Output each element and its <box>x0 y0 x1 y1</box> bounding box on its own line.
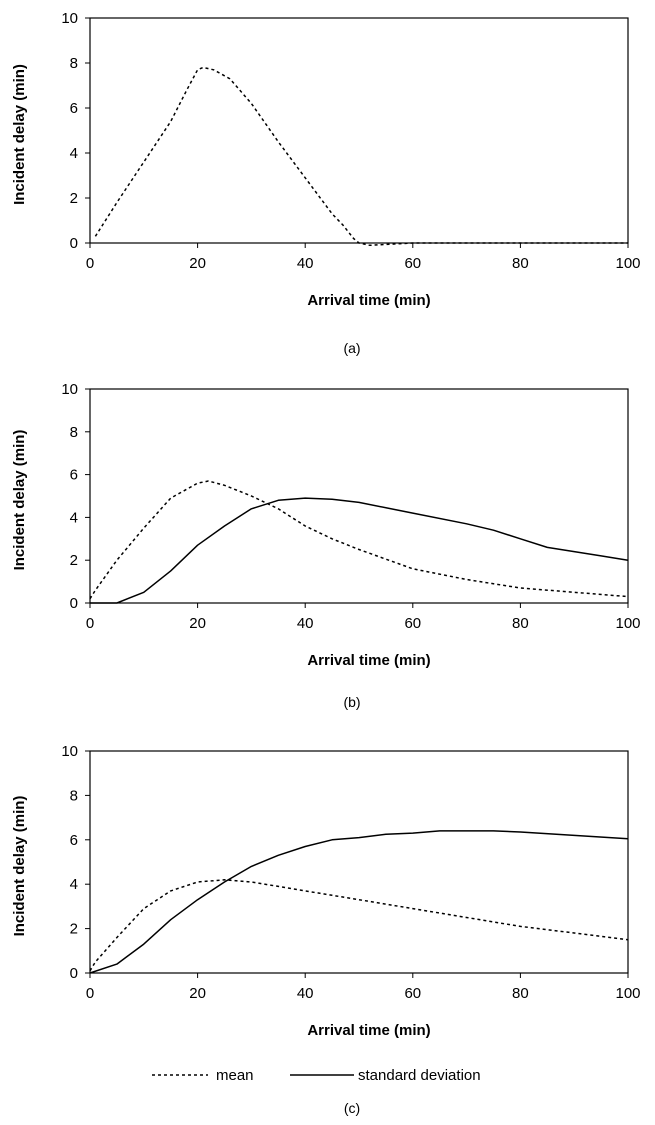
x-axis-label: Arrival time (min) <box>307 292 430 309</box>
panel-caption: (c) <box>344 1100 360 1116</box>
y-tick-label: 0 <box>70 595 78 612</box>
plot-frame <box>89 388 629 604</box>
x-tick-label: 20 <box>189 615 206 632</box>
y-tick-label: 10 <box>61 381 78 398</box>
standard-deviation-line <box>89 830 629 974</box>
y-tick-label: 6 <box>70 467 78 484</box>
x-tick-label: 0 <box>86 255 94 272</box>
y-tick-label: 10 <box>61 10 78 27</box>
x-tick-label: 60 <box>404 985 421 1002</box>
y-tick-label: 0 <box>70 965 78 982</box>
x-tick-label: 40 <box>297 985 314 1002</box>
y-axis-label: Incident delay (min) <box>11 796 28 937</box>
y-tick-label: 8 <box>70 787 78 804</box>
mean-line <box>89 480 629 600</box>
x-tick-label: 0 <box>86 985 94 1002</box>
y-axis-label: Incident delay (min) <box>11 64 28 205</box>
y-tick-label: 8 <box>70 55 78 72</box>
x-tick-label: 40 <box>297 255 314 272</box>
x-tick-label: 60 <box>404 255 421 272</box>
x-tick-label: 100 <box>615 615 640 632</box>
standard-deviation-line <box>90 497 629 604</box>
y-tick-label: 2 <box>70 921 78 938</box>
y-tick-label: 6 <box>70 832 78 849</box>
panel-caption: (b) <box>343 694 360 710</box>
mean-line <box>89 879 629 972</box>
x-tick-label: 100 <box>615 255 640 272</box>
x-tick-label: 0 <box>86 615 94 632</box>
plot-frame <box>89 750 629 974</box>
x-tick-label: 80 <box>512 985 529 1002</box>
legend-mean-label: mean <box>216 1067 254 1084</box>
y-tick-label: 8 <box>70 424 78 441</box>
x-tick-label: 60 <box>404 615 421 632</box>
plot-frame <box>89 17 629 244</box>
x-tick-label: 100 <box>615 985 640 1002</box>
y-tick-label: 2 <box>70 552 78 569</box>
y-tick-label: 6 <box>70 100 78 117</box>
x-tick-label: 80 <box>512 615 529 632</box>
y-tick-label: 4 <box>70 145 78 162</box>
x-tick-label: 20 <box>189 255 206 272</box>
y-tick-label: 4 <box>70 509 78 526</box>
x-axis-label: Arrival time (min) <box>307 1022 430 1039</box>
mean-line <box>94 66 628 247</box>
x-tick-label: 20 <box>189 985 206 1002</box>
y-tick-label: 0 <box>70 235 78 252</box>
legend-sd-label: standard deviation <box>358 1067 481 1084</box>
panel-caption: (a) <box>343 340 360 356</box>
y-axis-label: Incident delay (min) <box>11 430 28 571</box>
y-tick-label: 10 <box>61 743 78 760</box>
y-tick-label: 2 <box>70 190 78 207</box>
legend: mean standard deviation <box>152 1067 481 1084</box>
x-tick-label: 80 <box>512 255 529 272</box>
x-tick-label: 40 <box>297 615 314 632</box>
x-axis-label: Arrival time (min) <box>307 652 430 669</box>
y-tick-label: 4 <box>70 876 78 893</box>
